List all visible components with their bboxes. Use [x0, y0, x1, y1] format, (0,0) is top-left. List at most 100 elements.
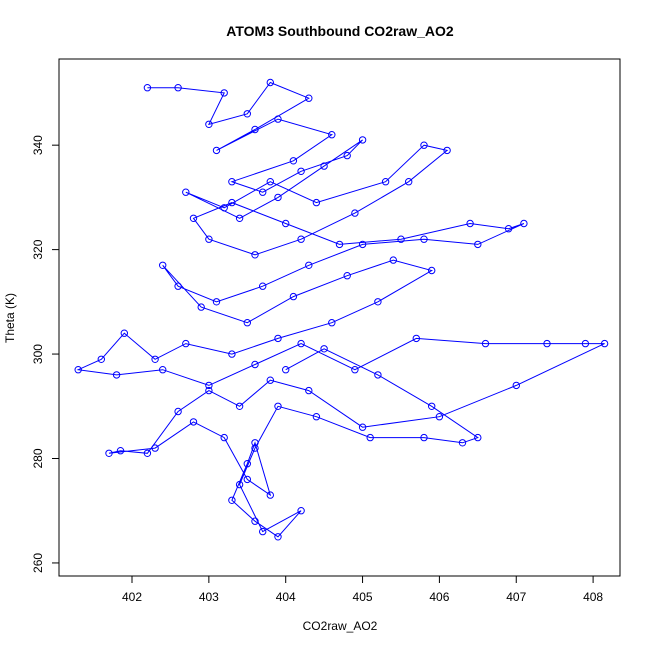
data-point	[174, 407, 182, 416]
data-point	[443, 146, 451, 155]
data-point	[320, 162, 328, 170]
data-point	[205, 235, 213, 243]
y-tick-label: 340	[31, 135, 45, 155]
data-point	[328, 131, 336, 139]
data-point	[420, 235, 428, 243]
data-point	[274, 402, 282, 410]
data-point	[182, 188, 190, 196]
y-tick-label: 260	[31, 553, 45, 573]
data-point	[358, 240, 367, 249]
data-point	[474, 240, 482, 249]
data-point	[312, 198, 321, 207]
data-point	[182, 339, 190, 348]
data-point	[358, 136, 367, 144]
data-point	[428, 266, 436, 275]
data-point	[305, 261, 313, 269]
data-point	[297, 167, 305, 176]
plot-frame	[58, 58, 621, 577]
data-point	[458, 439, 467, 447]
data-point	[120, 329, 129, 337]
data-point	[266, 491, 274, 499]
data-point	[220, 204, 228, 212]
data-point	[581, 339, 590, 348]
data-point	[543, 339, 551, 348]
data-point	[197, 303, 205, 311]
data-point	[328, 319, 336, 327]
data-point	[282, 366, 290, 374]
x-tick-label: 407	[506, 590, 526, 604]
data-point	[251, 444, 259, 452]
data-point	[212, 146, 221, 155]
data-point	[305, 386, 313, 395]
data-point	[274, 193, 282, 202]
data-point	[116, 447, 125, 455]
data-point	[474, 433, 482, 442]
data-point	[389, 256, 397, 264]
data-point	[259, 527, 267, 536]
data-point	[289, 157, 298, 165]
data-point	[205, 381, 213, 390]
data-point	[289, 292, 298, 301]
data-point	[420, 141, 428, 149]
data-point	[266, 376, 274, 384]
chart-title: ATOM3 Southbound CO2raw_AO2	[226, 23, 454, 39]
data-point	[312, 413, 321, 421]
data-point	[266, 78, 274, 87]
x-tick-label: 403	[199, 590, 219, 604]
data-point	[282, 219, 290, 228]
data-point	[205, 386, 213, 395]
data-point	[174, 84, 182, 92]
data-point	[228, 178, 236, 186]
data-point	[251, 125, 259, 134]
y-tick-label: 320	[31, 239, 45, 259]
data-point	[243, 460, 252, 468]
data-point	[243, 110, 252, 118]
data-point	[205, 120, 213, 129]
data-point	[220, 89, 228, 97]
data-point	[189, 214, 198, 223]
data-point	[220, 433, 228, 442]
data-point	[481, 339, 490, 348]
data-point	[297, 339, 305, 348]
x-axis-label: CO2raw_AO2	[303, 619, 378, 633]
data-point	[274, 334, 282, 343]
data-point	[600, 339, 609, 348]
data-point	[374, 371, 382, 379]
data-point	[235, 402, 244, 410]
data-point	[143, 84, 152, 92]
y-axis-label: Theta (K)	[3, 293, 17, 343]
data-point	[343, 151, 351, 160]
data-point	[343, 272, 351, 280]
x-tick-label: 402	[122, 590, 142, 604]
data-point	[466, 219, 474, 228]
data-point	[74, 366, 82, 374]
data-point	[297, 235, 305, 243]
data-point	[305, 94, 313, 102]
data-point	[112, 371, 121, 379]
data-point	[420, 433, 428, 442]
data-point	[374, 298, 382, 306]
data-point	[212, 298, 221, 306]
data-point	[412, 334, 420, 343]
data-point	[243, 475, 252, 484]
data-point	[259, 282, 267, 290]
data-point	[228, 198, 236, 207]
data-point	[297, 507, 305, 515]
data-point	[189, 418, 198, 426]
data-point	[97, 355, 106, 363]
x-tick-label: 406	[429, 590, 449, 604]
data-point	[274, 533, 282, 541]
y-axis: 260 280 300 320 340	[31, 135, 60, 573]
x-tick-label: 404	[276, 590, 296, 604]
data-point	[143, 449, 152, 457]
data-point	[243, 319, 252, 327]
data-point	[512, 381, 520, 390]
data-point	[251, 517, 259, 525]
data-point	[174, 282, 182, 290]
data-point	[266, 178, 274, 186]
data-point	[274, 115, 282, 123]
y-tick-label: 280	[31, 448, 45, 468]
data-point	[358, 423, 367, 431]
x-tick-label: 405	[353, 590, 373, 604]
data-point	[159, 366, 167, 374]
